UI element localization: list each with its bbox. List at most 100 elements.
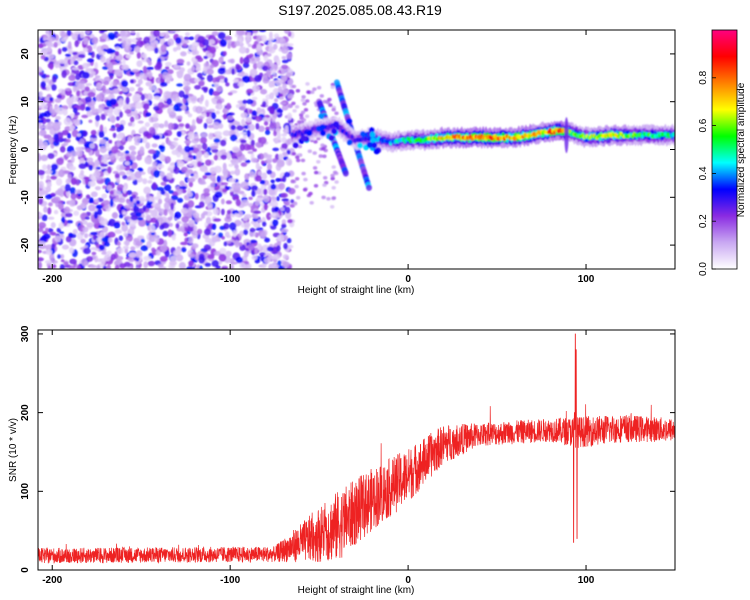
noise-speckle <box>95 114 101 122</box>
noise-speckle <box>114 46 120 51</box>
noise-speckle <box>195 67 202 72</box>
noise-speckle <box>157 217 164 223</box>
noise-speckle <box>331 186 336 190</box>
noise-speckle <box>273 131 277 137</box>
noise-speckle <box>206 68 214 75</box>
noise-speckle <box>113 189 122 197</box>
noise-speckle <box>218 123 224 129</box>
noise-speckle <box>211 236 218 243</box>
noise-speckle <box>275 178 281 182</box>
noise-speckle <box>117 33 121 37</box>
noise-speckle <box>94 61 99 70</box>
noise-speckle <box>160 44 167 53</box>
noise-speckle <box>39 112 48 117</box>
noise-speckle <box>301 118 307 122</box>
noise-speckle <box>271 200 279 208</box>
noise-speckle <box>123 232 128 237</box>
y-tick-label: 200 <box>20 404 31 421</box>
noise-speckle <box>125 155 131 162</box>
snr-series-line <box>38 333 675 564</box>
noise-speckle <box>205 216 212 225</box>
noise-speckle <box>239 143 245 151</box>
noise-speckle <box>334 180 339 184</box>
noise-speckle <box>262 101 267 107</box>
noise-speckle <box>223 222 230 230</box>
noise-speckle <box>210 145 219 149</box>
noise-speckle <box>143 36 151 45</box>
noise-speckle <box>261 34 267 43</box>
colorbar-gradient <box>711 29 738 270</box>
noise-speckle <box>96 264 101 269</box>
noise-speckle <box>225 200 232 205</box>
colorbar-tick-label: 0.0 <box>698 262 709 276</box>
noise-speckle <box>281 64 289 70</box>
noise-speckle <box>280 228 289 233</box>
snr-ylabel: SNR (10 * v/v) <box>8 418 19 482</box>
noise-speckle <box>105 99 111 107</box>
noise-speckle <box>282 254 289 260</box>
noise-speckle <box>159 32 165 37</box>
noise-speckle <box>89 197 94 203</box>
noise-speckle <box>269 122 277 129</box>
noise-speckle <box>41 73 47 79</box>
noise-speckle <box>233 196 240 200</box>
noise-speckle <box>47 36 56 42</box>
noise-speckle <box>45 74 50 78</box>
noise-speckle <box>243 57 250 65</box>
ridge-knot <box>318 113 325 120</box>
noise-speckle <box>112 132 117 138</box>
noise-speckle <box>157 263 164 268</box>
noise-speckle <box>294 105 300 109</box>
noise-speckle <box>167 139 172 146</box>
noise-speckle <box>287 43 294 47</box>
noise-speckle <box>104 254 111 262</box>
noise-speckle <box>181 104 187 111</box>
noise-speckle <box>204 172 212 176</box>
noise-speckle <box>146 66 154 70</box>
noise-speckle <box>97 107 103 114</box>
noise-speckle <box>150 209 158 218</box>
noise-speckle <box>173 137 179 141</box>
noise-speckle <box>186 266 192 269</box>
noise-speckle <box>195 55 202 60</box>
noise-speckle <box>217 32 226 40</box>
noise-speckle <box>134 114 139 121</box>
noise-speckle <box>191 51 197 56</box>
noise-speckle <box>46 181 52 188</box>
noise-speckle <box>81 114 89 119</box>
noise-speckle <box>115 123 121 128</box>
noise-speckle <box>116 184 125 192</box>
noise-speckle <box>142 178 148 185</box>
noise-speckle <box>276 58 281 66</box>
noise-speckle <box>116 247 124 254</box>
noise-speckle <box>287 79 294 85</box>
noise-speckle <box>198 255 206 264</box>
noise-speckle <box>271 212 277 217</box>
noise-speckle <box>138 111 143 115</box>
noise-speckle <box>232 121 239 125</box>
noise-speckle <box>69 187 76 195</box>
noise-speckle <box>235 198 241 207</box>
noise-speckle <box>89 264 98 269</box>
x-tick-label: -100 <box>220 575 240 586</box>
noise-speckle <box>203 55 208 60</box>
noise-speckle <box>330 173 335 178</box>
noise-speckle <box>181 216 189 223</box>
noise-speckle <box>157 198 163 205</box>
noise-speckle <box>190 173 195 177</box>
noise-speckle <box>254 74 262 83</box>
noise-speckle <box>160 189 166 195</box>
noise-speckle <box>148 85 157 91</box>
noise-speckle <box>59 234 64 238</box>
noise-speckle <box>251 96 258 100</box>
noise-speckle <box>287 103 293 109</box>
noise-speckle <box>242 133 247 140</box>
noise-speckle <box>281 198 290 202</box>
noise-speckle <box>188 131 195 137</box>
noise-speckle <box>75 73 81 81</box>
noise-speckle <box>116 126 122 133</box>
noise-speckle <box>115 69 124 77</box>
noise-speckle <box>49 63 54 70</box>
noise-speckle <box>229 265 235 269</box>
